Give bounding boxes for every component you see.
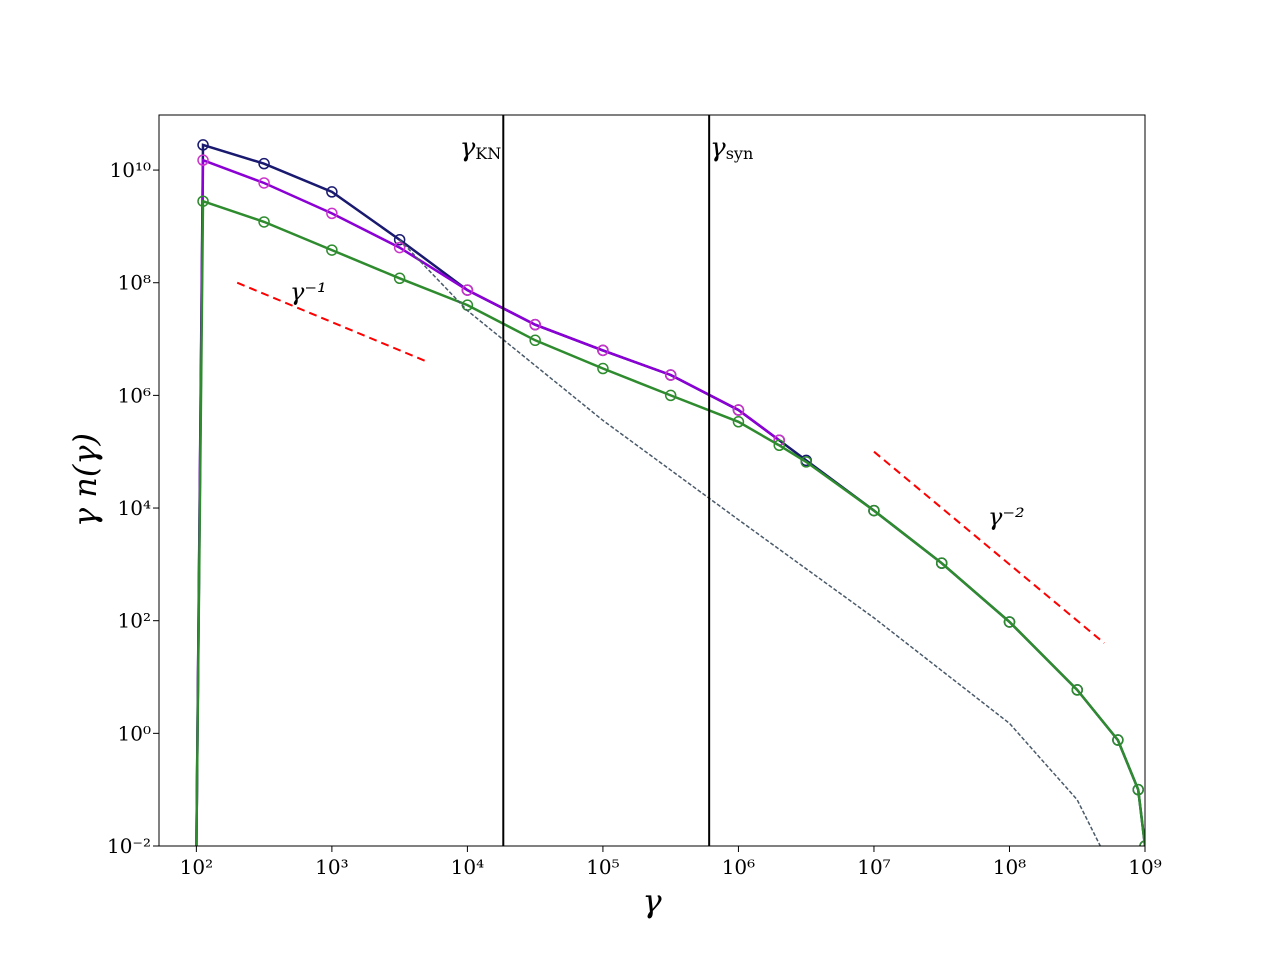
x-tick-label: 10⁵	[586, 855, 619, 879]
marker	[773, 439, 785, 452]
series-line	[399, 239, 1101, 846]
marker	[393, 241, 406, 254]
vline-symbol: γ	[460, 133, 476, 163]
x-tick-label: 10³	[315, 855, 348, 879]
y-tick-label: 10¹⁰	[110, 158, 151, 182]
marker	[258, 177, 270, 189]
x-axis-label: γ	[642, 882, 662, 920]
reference-label: γ⁻¹	[290, 278, 327, 306]
y-tick-label: 10⁶	[118, 383, 151, 407]
x-tick-label: 10⁷	[857, 855, 890, 879]
marker	[597, 362, 609, 375]
y-tick-label: 10⁴	[118, 496, 151, 520]
marker	[529, 318, 541, 331]
x-tick-label: 10⁶	[722, 855, 755, 879]
y-tick-label: 10⁸	[118, 271, 151, 295]
x-tick-label: 10⁸	[993, 855, 1026, 879]
x-tick-label: 10⁹	[1128, 855, 1161, 879]
y-tick-label: 10⁰	[118, 721, 151, 745]
series-line	[195, 158, 780, 846]
marker	[258, 216, 270, 228]
reference-label: γ⁻²	[988, 503, 1025, 531]
x-tick-label: 10²	[180, 855, 213, 879]
plot-area	[195, 139, 1145, 846]
marker	[1112, 734, 1124, 746]
marker	[529, 334, 541, 347]
vline-symbol: γ	[710, 133, 726, 163]
vline-subscript: syn	[726, 144, 754, 163]
reference-line	[873, 450, 1105, 644]
y-tick-label: 10⁻²	[107, 834, 151, 858]
vline-subscript: KN	[475, 144, 501, 163]
marker	[197, 195, 209, 207]
marker	[326, 244, 338, 256]
marker	[461, 284, 474, 296]
marker	[1132, 783, 1144, 796]
marker	[1071, 684, 1083, 696]
marker	[258, 157, 270, 170]
marker	[664, 389, 677, 402]
marker	[393, 272, 406, 285]
series-line	[195, 143, 1145, 846]
vline-label: γKN	[460, 133, 502, 163]
marker	[800, 456, 812, 468]
marker	[732, 416, 745, 428]
y-tick-label: 10²	[118, 609, 151, 633]
marker	[197, 154, 209, 166]
series-line	[195, 199, 1145, 846]
marker	[197, 139, 209, 151]
x-tick-label: 10⁴	[451, 855, 484, 879]
marker	[326, 207, 338, 220]
marker	[597, 344, 609, 357]
marker	[664, 369, 677, 381]
marker	[326, 186, 338, 198]
marker	[393, 233, 406, 246]
plot-frame	[158, 114, 1146, 847]
marker	[1003, 616, 1016, 628]
y-axis-label: γ n(γ)	[66, 433, 104, 527]
reference-line	[236, 281, 427, 363]
marker	[868, 504, 880, 517]
marker	[732, 404, 745, 416]
vline-label: γsyn	[710, 133, 753, 163]
marker	[935, 557, 948, 569]
